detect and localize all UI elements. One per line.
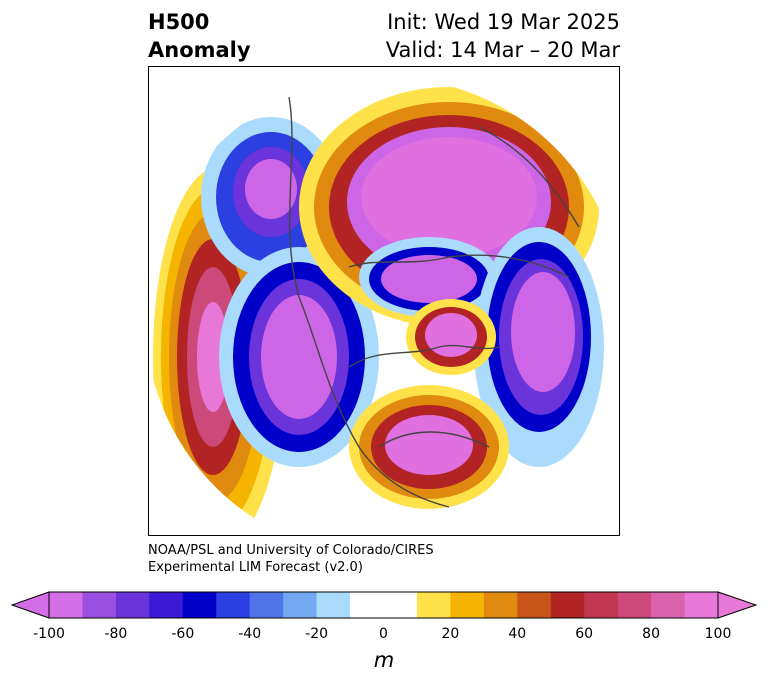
colorbar-tick-label: -100 <box>33 626 65 642</box>
title-line-h500: H500 <box>148 10 210 34</box>
colorbar-tick-label: -40 <box>238 626 262 642</box>
map-svg <box>153 87 604 535</box>
colorbar-tick-label: -60 <box>171 626 195 642</box>
colorbar-segment <box>316 592 351 618</box>
title-line-anomaly: Anomaly <box>148 38 251 62</box>
colorbar-segment <box>283 592 318 618</box>
title-variable: H500 Anomaly <box>148 8 251 64</box>
colorbar-extend-max <box>717 591 758 619</box>
colorbar-tick-label: -20 <box>305 626 329 642</box>
colorbar-segment <box>49 592 83 618</box>
colorbar-segment <box>216 592 251 618</box>
valid-range: Valid: 14 Mar – 20 Mar <box>385 38 620 62</box>
colorbar-segment <box>517 592 552 618</box>
colorbar-segment <box>483 592 518 618</box>
colorbar-segment <box>416 592 451 618</box>
colorbar-segment <box>383 592 418 618</box>
colorbar-tick-label: 100 <box>704 626 732 642</box>
colorbar-tick-label: 80 <box>642 626 661 642</box>
anomaly-negative-west <box>219 247 379 467</box>
colorbar-tick-label: 60 <box>575 626 594 642</box>
credit-line-2: Experimental LIM Forecast (v2.0) <box>148 560 363 575</box>
colorbar-segment <box>182 592 217 618</box>
credit-line-1: NOAA/PSL and University of Colorado/CIRE… <box>148 543 434 558</box>
colorbar-segment <box>684 592 719 618</box>
anomaly-negative-east <box>474 227 604 467</box>
coastlines <box>288 96 580 508</box>
title-dates: Init: Wed 19 Mar 2025 Valid: 14 Mar – 20… <box>386 8 620 64</box>
init-date: Init: Wed 19 Mar 2025 <box>387 10 620 34</box>
colorbar-tick-label: -80 <box>104 626 128 642</box>
credit: NOAA/PSL and University of Colorado/CIRE… <box>148 542 434 576</box>
colorbar-segment <box>550 592 585 618</box>
colorbar-segment <box>350 592 384 618</box>
colorbar-segment <box>149 592 184 618</box>
colorbar <box>10 591 758 619</box>
colorbar-segment <box>115 592 150 618</box>
colorbar-border <box>48 591 719 619</box>
colorbar-tick-label: 0 <box>379 626 388 642</box>
anomaly-map <box>148 66 620 536</box>
colorbar-tick-label: 40 <box>508 626 527 642</box>
anomaly-positive-namerica <box>349 385 509 509</box>
colorbar-segment <box>82 592 117 618</box>
colorbar-tick-label: 20 <box>441 626 460 642</box>
colorbar-segment <box>450 592 485 618</box>
anomaly-positive-central <box>406 299 496 375</box>
colorbar-segment <box>617 592 652 618</box>
colorbar-segment <box>249 592 284 618</box>
colorbar-unit: m <box>373 648 395 672</box>
anomaly-negative-pole <box>359 237 499 317</box>
colorbar-segment <box>651 592 686 618</box>
colorbar-segment <box>584 592 619 618</box>
colorbar-extend-min <box>10 591 50 619</box>
